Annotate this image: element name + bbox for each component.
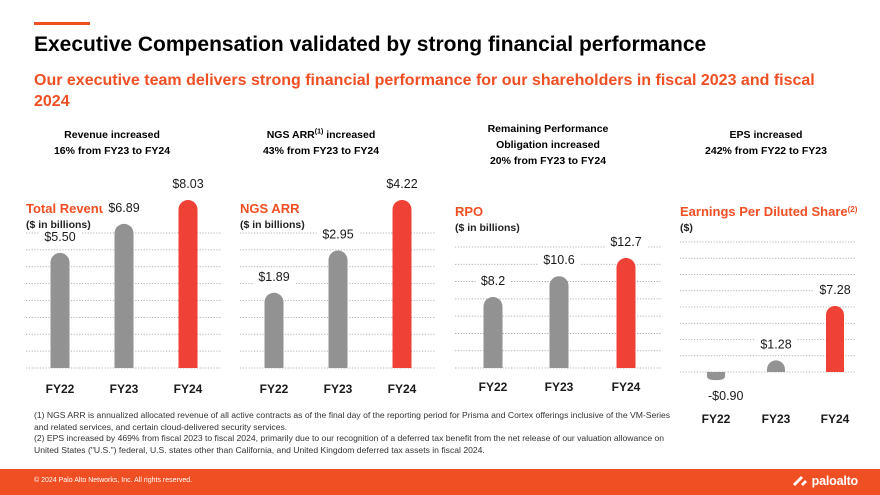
eps-label-bg: [755, 336, 797, 353]
ngs-arr-category-label: FY23: [324, 382, 353, 396]
rpo-label-bg: [475, 272, 511, 289]
paloalto-logo: paloalto: [792, 474, 858, 488]
eps-bar-fy22: [707, 372, 725, 381]
rpo-bar-fy24: [616, 258, 636, 368]
footer-bar: © 2024 Palo Alto Networks, Inc. All righ…: [0, 469, 880, 495]
page-subtitle: Our executive team delivers strong finan…: [34, 72, 815, 110]
footnotes: (1) NGS ARR is annualized allocated reve…: [34, 410, 674, 456]
rpo-category-label: FY23: [545, 380, 574, 394]
rpo-value-label: $12.7: [610, 235, 641, 249]
total-revenue-ylabel: ($ in billions): [26, 219, 91, 231]
stat-rpo-line3: 20% from FY23 to FY24: [489, 155, 607, 167]
rpo-label-bg: [605, 234, 647, 250]
footnote-1: (1) NGS ARR is annualized allocated reve…: [34, 410, 671, 432]
eps-title-sup: (2): [848, 205, 858, 214]
rpo-value-label: $10.6: [543, 253, 574, 267]
ngs-arr-value-label: $1.89: [258, 270, 289, 284]
total-revenue-label-bg: [103, 199, 145, 216]
stat-revenue-line2: 16% from FY23 to FY24: [53, 145, 171, 157]
total-revenue-value-label: $8.03: [172, 177, 203, 191]
eps-value-label: -$0.90: [708, 389, 743, 403]
ngs-arr-value-label: $2.95: [322, 228, 353, 242]
ngs-arr-bar-fy23: [328, 250, 348, 368]
rpo-value-label: $8.2: [481, 274, 505, 288]
title-accent-line: [34, 22, 90, 25]
stat-revenue-line1: Revenue increased: [64, 129, 160, 141]
ngs-arr-chart-title: NGS ARR: [240, 201, 300, 216]
page-title: Executive Compensation validated by stro…: [34, 33, 707, 56]
stat-rpo-line1: Remaining Performance: [487, 123, 609, 135]
stat-ngs-arr-line2: 43% from FY23 to FY24: [262, 145, 380, 157]
stat-ngs-arr-sup: (1): [314, 128, 324, 136]
total-revenue-category-label: FY24: [174, 382, 203, 396]
eps-category-label: FY23: [762, 412, 791, 426]
stat-eps-line2: 242% from FY22 to FY23: [705, 145, 827, 157]
eps-bar-fy24: [826, 306, 844, 372]
rpo-label-bg: [538, 252, 580, 269]
stat-revenue: Revenue increased 16% from FY23 to FY24: [12, 127, 212, 159]
total-revenue-label-bg: [39, 228, 81, 245]
ngs-arr-label-bg: [381, 176, 423, 192]
eps-category-label: FY22: [702, 412, 731, 426]
stat-ngs-arr: NGS ARR(1) increased 43% from FY23 to FY…: [221, 127, 421, 159]
eps-bar-fy23: [767, 360, 785, 372]
stat-ngs-arr-post: increased: [323, 129, 376, 141]
ngs-arr-label-bg: [253, 268, 295, 285]
ngs-arr-category-label: FY24: [388, 382, 417, 396]
stat-eps-line1: EPS increased: [729, 129, 803, 141]
ngs-arr-category-label: FY22: [260, 382, 289, 396]
total-revenue-label-bg: [167, 176, 209, 192]
eps-value-label: $7.28: [819, 283, 850, 297]
stat-ngs-arr-pre: NGS ARR: [266, 129, 315, 141]
stat-rpo-line2: Obligation increased: [496, 139, 600, 151]
ngs-arr-ylabel: ($ in billions): [240, 219, 305, 231]
total-revenue-category-label: FY22: [46, 382, 75, 396]
stat-ngs-arr-line1: NGS ARR(1) increased: [221, 127, 421, 143]
total-revenue-bar-fy22: [50, 252, 70, 368]
rpo-ylabel: ($ in billions): [455, 222, 520, 234]
total-revenue-category-label: FY23: [110, 382, 139, 396]
total-revenue-value-label: $6.89: [108, 201, 139, 215]
eps-label-bg: [814, 282, 856, 298]
eps-ylabel: ($): [680, 222, 693, 234]
rpo-chart-title: RPO: [455, 204, 483, 219]
eps-chart-title: Earnings Per Diluted Share(2): [680, 204, 858, 219]
eps-category-label: FY24: [821, 412, 850, 426]
eps-label-bg: [705, 388, 755, 404]
footnote-2: (2) EPS increased by 469% from fiscal 20…: [34, 433, 665, 455]
rpo-bar-fy23: [549, 276, 569, 368]
eps-value-label: $1.28: [760, 337, 791, 351]
ngs-arr-bar-fy22: [264, 292, 284, 368]
paloalto-logo-icon: [792, 476, 807, 486]
ngs-arr-label-bg: [317, 226, 359, 243]
logo-text: paloalto: [811, 474, 859, 488]
total-revenue-chart-title: Total Revenue: [26, 201, 114, 216]
rpo-category-label: FY24: [612, 380, 641, 394]
stat-rpo: Remaining Performance Obligation increas…: [448, 121, 648, 169]
total-revenue-value-label: $5.50: [44, 230, 75, 244]
copyright-text: © 2024 Palo Alto Networks, Inc. All righ…: [34, 477, 193, 484]
rpo-category-label: FY22: [479, 380, 508, 394]
ngs-arr-bar-fy24: [392, 200, 412, 368]
ngs-arr-value-label: $4.22: [386, 177, 417, 191]
total-revenue-bar-fy24: [178, 200, 198, 368]
stat-eps: EPS increased 242% from FY22 to FY23: [666, 127, 866, 159]
rpo-bar-fy22: [483, 296, 503, 368]
total-revenue-bar-fy23: [114, 223, 134, 368]
